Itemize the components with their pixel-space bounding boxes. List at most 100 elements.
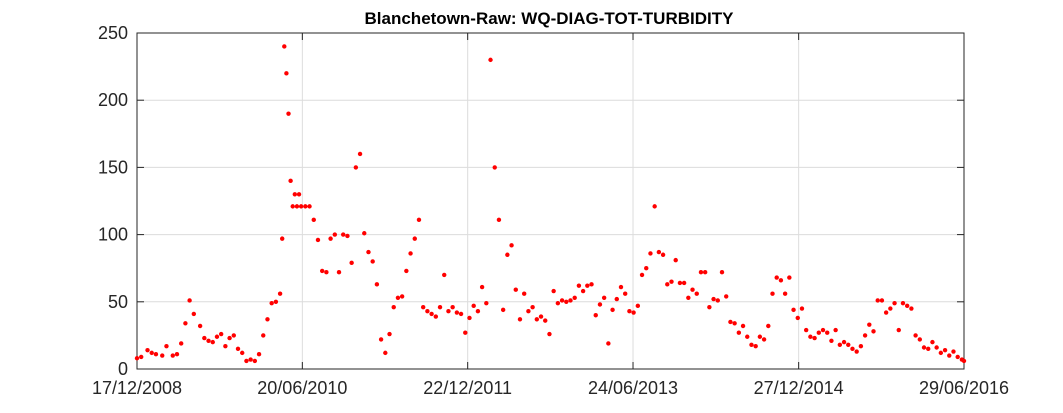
y-tick-label: 200: [98, 90, 128, 110]
data-point: [341, 232, 346, 237]
data-point: [408, 251, 413, 256]
data-point: [593, 313, 598, 318]
data-point: [191, 311, 197, 317]
data-point: [812, 335, 817, 341]
plot-area-border: [136, 32, 965, 370]
data-point: [715, 298, 720, 303]
data-point: [294, 204, 300, 209]
data-point: [681, 280, 687, 286]
data-point: [677, 280, 683, 286]
data-point: [244, 358, 249, 364]
data-point: [425, 309, 430, 314]
data-point: [618, 284, 624, 290]
data-point: [930, 339, 935, 345]
data-point: [500, 307, 506, 313]
data-point: [816, 330, 822, 335]
data-point: [332, 232, 338, 237]
data-point: [187, 298, 192, 303]
data-point: [231, 333, 236, 338]
data-point: [644, 266, 649, 271]
data-point: [589, 282, 594, 287]
data-point: [846, 342, 851, 348]
data-point: [799, 306, 805, 311]
data-point: [753, 343, 758, 349]
data-point: [921, 345, 927, 350]
data-point: [610, 307, 615, 313]
data-point: [387, 331, 392, 337]
data-point: [256, 352, 262, 357]
data-points: [134, 44, 967, 364]
data-point: [942, 347, 948, 353]
data-point: [174, 352, 180, 357]
data-point: [269, 300, 274, 306]
data-point: [284, 71, 289, 76]
data-point: [551, 288, 556, 294]
data-point: [862, 333, 868, 338]
data-point: [787, 275, 792, 280]
x-tick-label: 20/06/2010: [257, 378, 347, 398]
data-point: [517, 317, 523, 322]
data-point: [311, 217, 316, 223]
data-point: [627, 309, 632, 314]
data-point: [913, 333, 918, 338]
data-point: [749, 342, 754, 348]
data-point: [496, 217, 502, 223]
data-point: [349, 260, 354, 266]
data-point: [534, 317, 540, 322]
data-point: [631, 310, 636, 315]
data-point: [820, 327, 826, 333]
data-point: [883, 310, 889, 315]
data-point: [170, 353, 175, 358]
data-point: [639, 272, 645, 278]
x-tick-label: 27/12/2014: [754, 378, 844, 398]
data-point: [559, 298, 565, 303]
data-point: [227, 335, 232, 341]
data-point: [420, 304, 426, 310]
data-point: [585, 283, 590, 288]
data-point: [782, 291, 788, 296]
data-point: [833, 327, 838, 333]
data-point: [505, 252, 510, 257]
data-point: [288, 178, 293, 184]
data-point: [530, 304, 535, 310]
data-point: [357, 151, 363, 157]
data-point: [484, 300, 489, 306]
data-point: [315, 237, 321, 243]
data-point: [951, 349, 956, 354]
data-point: [206, 338, 211, 343]
x-tick-label: 17/12/2008: [92, 378, 182, 398]
data-point: [160, 353, 165, 358]
data-point: [399, 294, 405, 299]
data-point: [879, 298, 885, 303]
data-point: [526, 309, 531, 314]
data-point: [955, 354, 960, 360]
data-point: [353, 165, 359, 170]
data-point: [178, 341, 184, 346]
data-point: [673, 257, 678, 263]
data-point: [183, 321, 188, 326]
data-point: [433, 314, 439, 319]
data-point: [757, 334, 763, 339]
data-point: [572, 295, 577, 300]
data-point: [576, 283, 582, 288]
data-point: [307, 204, 312, 209]
data-point: [336, 270, 342, 275]
data-point: [635, 303, 641, 309]
data-point: [319, 268, 325, 274]
data-point: [909, 306, 914, 311]
y-tick-label: 250: [98, 23, 128, 43]
data-point: [218, 331, 224, 337]
data-point: [896, 327, 901, 333]
data-point: [543, 318, 548, 323]
y-tick-label: 50: [108, 292, 128, 312]
data-point: [362, 231, 367, 236]
chart-title: Blanchetown-Raw: WQ-DIAG-TOT-TURBIDITY: [365, 9, 735, 28]
data-point: [555, 300, 561, 306]
data-point: [378, 337, 384, 342]
x-tick-label: 29/06/2016: [919, 378, 1009, 398]
data-point: [366, 249, 371, 255]
data-point: [145, 347, 150, 353]
data-point: [437, 304, 443, 310]
data-point: [597, 302, 603, 307]
